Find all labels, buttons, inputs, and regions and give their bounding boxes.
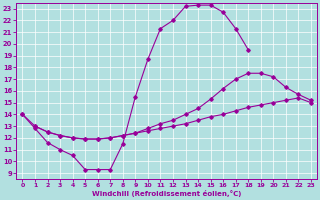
X-axis label: Windchill (Refroidissement éolien,°C): Windchill (Refroidissement éolien,°C) [92, 190, 241, 197]
